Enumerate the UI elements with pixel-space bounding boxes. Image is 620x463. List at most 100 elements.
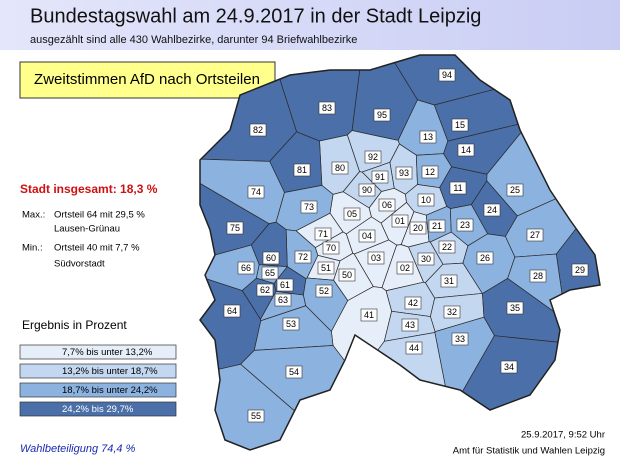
district-label: 53 — [286, 319, 296, 329]
max-name: Lausen-Grünau — [54, 224, 120, 235]
district-label-box — [483, 203, 501, 217]
district-label-box — [409, 221, 427, 235]
district-label-box — [449, 181, 467, 195]
district-label: 02 — [400, 263, 410, 273]
district-label: 35 — [510, 303, 520, 313]
district-label-box — [331, 161, 349, 175]
district — [357, 332, 451, 450]
district-label-box — [282, 317, 300, 331]
min-name: Südvorstadt — [54, 259, 105, 270]
district-label-box — [526, 228, 544, 242]
district-label: 52 — [319, 286, 329, 296]
district-label-box — [419, 130, 437, 144]
district-label-box — [529, 269, 547, 283]
district-label: 66 — [241, 263, 251, 273]
district-label: 72 — [298, 252, 308, 262]
district-label-box — [262, 251, 280, 265]
subtitle: ausgezählt sind alle 430 Wahlbezirke, da… — [30, 34, 357, 46]
district-label: 64 — [227, 306, 237, 316]
district-label-box — [322, 241, 340, 255]
legend-swatch — [19, 363, 177, 379]
legend-label: 7,7% bis unter 13,2% — [62, 347, 153, 358]
map-title-box — [19, 61, 276, 99]
district-label-box — [223, 304, 241, 318]
district-label: 21 — [432, 221, 442, 231]
district-label-box — [294, 250, 312, 264]
district-label: 23 — [460, 220, 470, 230]
max-label: Max.: — [22, 210, 45, 221]
legend-label: 13,2% bis unter 18,7% — [62, 366, 158, 377]
district-label: 44 — [409, 343, 419, 353]
district-label-box — [285, 365, 303, 379]
district-label: 30 — [421, 254, 431, 264]
legend-title: Ergebnis in Prozent — [22, 318, 127, 332]
district-label-box — [378, 198, 396, 212]
district-label-box — [421, 165, 439, 179]
timestamp: 25.9.2017, 9:52 Uhr — [521, 430, 605, 441]
district-label-box — [261, 266, 279, 280]
district-label: 93 — [399, 168, 409, 178]
district-label: 15 — [455, 120, 465, 130]
district-label: 83 — [322, 103, 332, 113]
district-label: 61 — [280, 280, 290, 290]
district-label-box — [276, 278, 294, 292]
district-label: 27 — [530, 230, 540, 240]
total: Stadt insgesamt: 18,3 % — [20, 182, 158, 196]
district-label-box — [451, 118, 469, 132]
district-label-box — [343, 207, 361, 221]
district-label: 41 — [364, 310, 374, 320]
legend: 7,7% bis unter 13,2% 13,2% bis unter 18,7… — [19, 344, 177, 417]
map-title: Zweitstimmen AfD nach Ortsteilen — [34, 71, 260, 88]
district-label-box — [315, 284, 333, 298]
district-label-box — [314, 227, 332, 241]
district-label: 05 — [347, 209, 357, 219]
district-label: 32 — [447, 307, 457, 317]
district-label-box — [391, 214, 409, 228]
min-label: Min.: — [22, 243, 43, 254]
district-label-box — [293, 163, 311, 177]
header-band — [0, 0, 620, 50]
district-label-box — [443, 305, 461, 319]
district-label: 12 — [425, 167, 435, 177]
district-label: 03 — [371, 253, 381, 263]
district-label-box — [226, 221, 244, 235]
source: Amt für Statistik und Wahlen Leipzig — [453, 446, 605, 457]
district-label-box — [358, 183, 376, 197]
district-label-box — [451, 332, 469, 346]
district-label: 43 — [405, 320, 415, 330]
district-label: 74 — [251, 187, 261, 197]
district-label: 94 — [442, 70, 452, 80]
district-label-box — [247, 409, 265, 423]
district-label: 28 — [533, 271, 543, 281]
district-label: 34 — [504, 362, 514, 372]
district-label: 06 — [382, 200, 392, 210]
district-label-box — [256, 283, 274, 297]
district-label: 65 — [265, 268, 275, 278]
district-label: 04 — [362, 231, 372, 241]
district-label: 51 — [321, 263, 331, 273]
district-label-box — [249, 123, 267, 137]
district-label-box — [396, 261, 414, 275]
district-label-box — [317, 261, 335, 275]
district-label-box — [440, 274, 458, 288]
district-label-box — [373, 108, 391, 122]
district-label-box — [500, 360, 518, 374]
district-label: 60 — [266, 253, 276, 263]
district-label-box — [300, 200, 318, 214]
district-label-box — [506, 183, 524, 197]
district-label: 55 — [251, 411, 261, 421]
district-label-box — [456, 218, 474, 232]
district-label: 22 — [442, 242, 452, 252]
district-label: 71 — [318, 229, 328, 239]
district-label-box — [395, 166, 413, 180]
legend-label: 24,2% bis 29,7% — [62, 404, 134, 415]
district-label: 01 — [395, 216, 405, 226]
district-label: 62 — [260, 285, 270, 295]
legend-swatch — [19, 344, 177, 360]
district-label: 82 — [253, 125, 263, 135]
min-text: Ortsteil 40 mit 7,7 % — [54, 243, 140, 254]
district-label: 63 — [278, 295, 288, 305]
district-label: 10 — [421, 195, 431, 205]
max-text: Ortsteil 64 mit 29,5 % — [54, 210, 145, 221]
